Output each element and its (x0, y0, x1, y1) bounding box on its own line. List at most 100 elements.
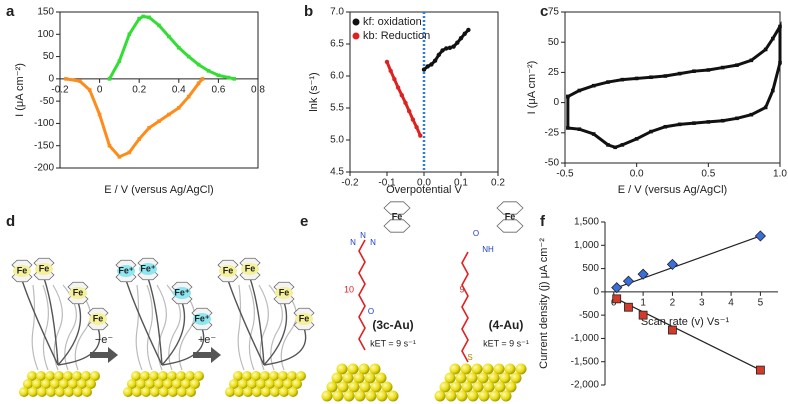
y-tick-label: 0 (553, 97, 559, 108)
legend-label: kf: oxidation (363, 16, 422, 28)
plot-frame (564, 11, 781, 164)
gold-atom (493, 363, 505, 375)
cp-ring (496, 201, 524, 215)
gold-atom (261, 387, 271, 397)
data-point (451, 44, 456, 49)
gold-atom (358, 363, 370, 375)
gold-atom (472, 381, 484, 393)
x-tick-label: 0.0 (630, 169, 644, 180)
fe-label: Fe⁺ (140, 263, 156, 273)
panel-label: c (540, 3, 548, 20)
gold-atom (381, 381, 393, 393)
x-tick-label: 0.6 (211, 84, 225, 95)
gold-atom (471, 363, 483, 375)
x-tick-label: -0.2 (341, 178, 359, 189)
gold-atom (141, 387, 151, 397)
gold-atom (439, 381, 451, 393)
gold-atom (27, 371, 37, 381)
gold-atom (365, 390, 377, 402)
gold-atom (140, 371, 150, 381)
data-point (692, 121, 696, 125)
gold-atom (252, 387, 262, 397)
gold-atom (347, 363, 359, 375)
data-point (649, 75, 653, 80)
x-tick-label: 4 (728, 297, 734, 308)
gold-atom (488, 372, 500, 384)
gold-atom (460, 363, 472, 375)
data-point (200, 77, 205, 81)
linker (263, 301, 288, 366)
gold-atom (190, 379, 200, 389)
data-point (649, 129, 653, 134)
data-point (668, 325, 677, 335)
gold-atom (64, 387, 74, 397)
gold-atom (150, 387, 160, 397)
data-point (436, 52, 441, 58)
gold-atom (499, 372, 511, 384)
data-point (399, 93, 404, 98)
alkyl-chain (135, 284, 143, 371)
x-tick-label: -0.5 (556, 169, 574, 180)
gold-atom (19, 387, 29, 397)
x-tick-label: 3 (699, 297, 705, 308)
fe-label: Fe (245, 263, 256, 273)
data-point (663, 124, 668, 129)
y-tick-label: -50 (545, 158, 560, 169)
data-point (466, 27, 471, 33)
gold-atom (32, 379, 42, 389)
data-point (392, 77, 397, 82)
gold-atom (288, 387, 298, 397)
y-axis-label: lnk (s⁻¹) (308, 72, 320, 111)
fe-center (117, 265, 135, 277)
data-point (429, 62, 434, 67)
gold-atom (354, 390, 366, 402)
alkyl-chain (42, 284, 49, 371)
data-point (566, 126, 570, 130)
x-axis-label: Scan rate (v) Vs⁻¹ (641, 316, 730, 328)
gold-atom (336, 363, 348, 375)
x-axis-label: E / V (versus Ag/AgCl) (618, 184, 727, 196)
gold-atom (331, 372, 343, 384)
y-tick-label: -500 (579, 310, 599, 321)
data-point (763, 105, 768, 110)
data-point (706, 120, 711, 124)
fit-line (616, 298, 761, 371)
x-tick-label: 5 (758, 297, 764, 308)
y-tick-label: -200 (34, 163, 54, 174)
data-point (778, 24, 782, 29)
linker (227, 279, 265, 366)
panel-label: f (540, 213, 546, 230)
x-tick-label: 0.4 (172, 84, 186, 95)
atom-label: S (467, 353, 472, 362)
gold-atom (50, 379, 60, 389)
gold-atom (369, 363, 381, 375)
data-point (157, 23, 161, 28)
x-tick-label: 0.8 (251, 84, 265, 95)
fe-label: Fe (93, 313, 104, 323)
arrow-label: +e⁻ (198, 334, 217, 346)
y-tick-label: -1,500 (571, 356, 600, 367)
fe-label: Fe (279, 287, 290, 297)
gold-atom (154, 379, 164, 389)
panel-label: b (304, 3, 313, 20)
y-tick-label: -150 (34, 140, 54, 151)
legend-marker (352, 18, 360, 26)
linker (249, 277, 265, 366)
data-point (620, 143, 625, 147)
gold-atom (387, 390, 399, 402)
fe-center (35, 263, 53, 275)
data-point (720, 65, 725, 70)
data-point (78, 79, 82, 83)
linker (147, 277, 163, 366)
alkyl-chain (248, 284, 255, 371)
gold-atom (81, 371, 91, 381)
data-point (620, 77, 625, 82)
data-point (458, 36, 464, 41)
gold-atom (132, 387, 142, 397)
data-point (444, 46, 449, 51)
y-tick-label: 500 (582, 263, 599, 274)
data-point (749, 112, 754, 117)
x-tick-label: 2 (670, 297, 676, 308)
gold-atom (353, 372, 365, 384)
gold-atom (494, 381, 506, 393)
